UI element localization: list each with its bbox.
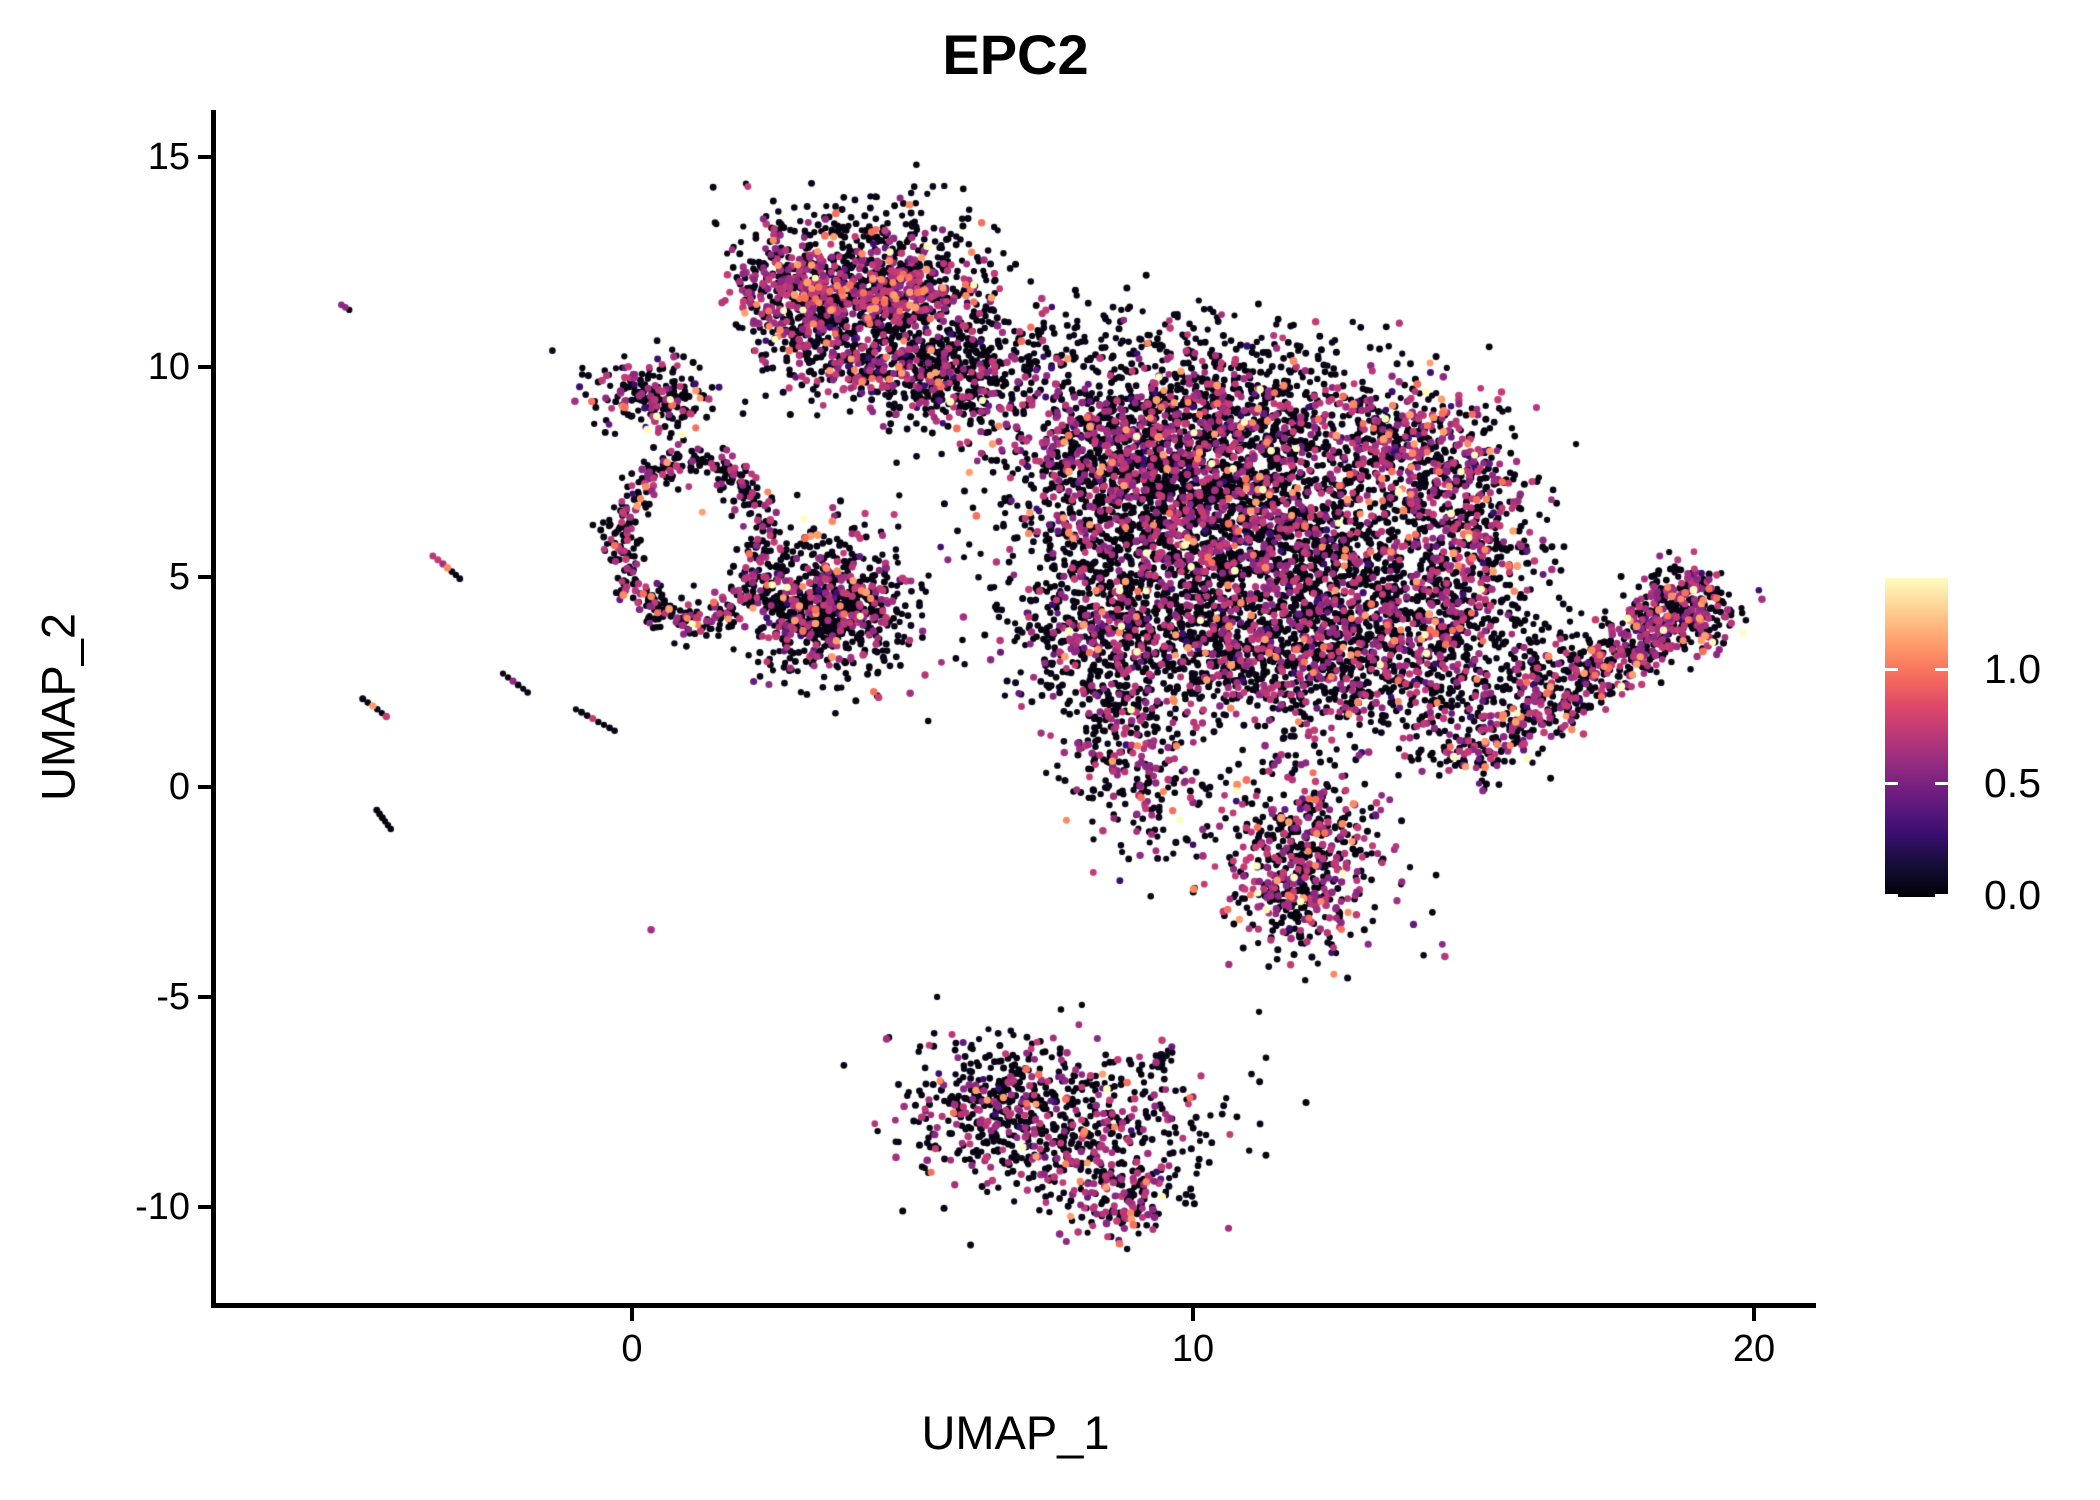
x-tick-label: 0 [621, 1328, 643, 1370]
colorbar-tick-label: 0.0 [1984, 872, 2041, 918]
y-tick-mark [198, 365, 211, 369]
colorbar-tick-mark [1935, 894, 1948, 897]
y-tick-label: 10 [147, 346, 190, 388]
y-tick-mark [198, 155, 211, 159]
y-tick-label: -10 [135, 1186, 190, 1228]
y-tick-label: 5 [168, 556, 190, 598]
x-axis-line [211, 1303, 1816, 1308]
colorbar-tick-mark [1885, 667, 1898, 671]
colorbar-tick-label: 1.0 [1984, 645, 2041, 692]
colorbar-tick-label: 0.5 [1984, 760, 2041, 807]
x-tick-label: 20 [1732, 1328, 1776, 1370]
y-tick-mark [198, 1205, 211, 1209]
colorbar-tick-mark [1885, 782, 1898, 786]
x-tick-mark [1191, 1308, 1195, 1321]
expression-colorbar [1885, 578, 1948, 897]
x-axis-title: UMAP_1 [921, 1406, 1110, 1459]
colorbar-tick-mark [1885, 894, 1898, 897]
x-tick-mark [630, 1308, 634, 1321]
y-tick-label: 0 [168, 766, 190, 808]
colorbar-tick-mark [1935, 667, 1948, 671]
y-tick-mark [198, 995, 211, 999]
y-tick-label: -5 [156, 976, 190, 1018]
colorbar-tick-mark [1935, 782, 1948, 786]
x-tick-mark [1752, 1308, 1756, 1321]
y-tick-mark [198, 785, 211, 789]
x-tick-label: 10 [1171, 1328, 1215, 1370]
y-axis-line [211, 110, 216, 1308]
y-axis-title: UMAP_2 [31, 612, 85, 802]
y-tick-label: 15 [147, 136, 190, 178]
y-tick-mark [198, 575, 211, 579]
